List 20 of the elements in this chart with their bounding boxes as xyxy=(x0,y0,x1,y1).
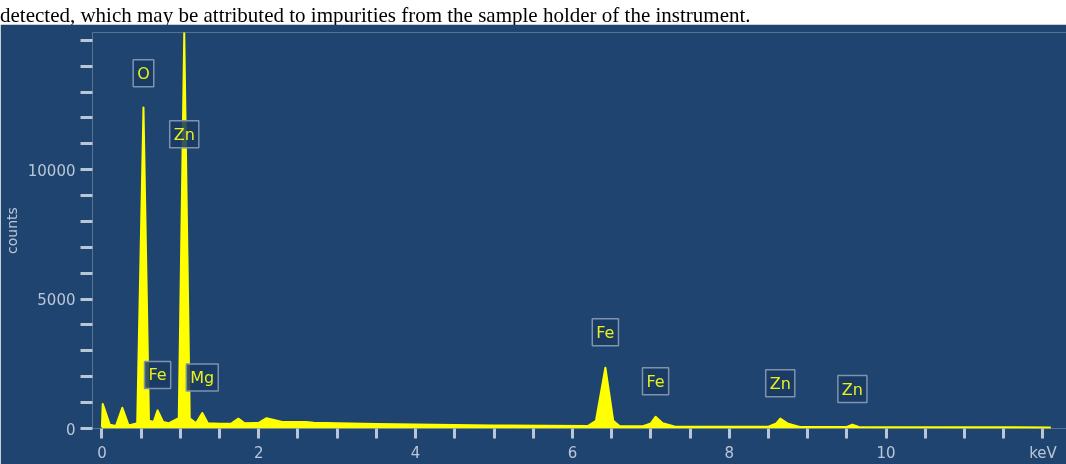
x-tick-label: 4 xyxy=(410,443,421,462)
annotation: Zn xyxy=(769,373,791,393)
annotation: Fe xyxy=(646,371,665,391)
x-tick-label: keV xyxy=(1029,443,1058,462)
y-tick-label: 5000 xyxy=(37,291,76,310)
x-tick-label: 2 xyxy=(253,443,264,462)
annotation: O xyxy=(137,63,150,83)
y-tick-label: 0 xyxy=(65,420,76,439)
x-tick-label: 6 xyxy=(567,443,578,462)
x-tick-label: 0 xyxy=(97,443,107,462)
annotation: Fe xyxy=(148,365,167,385)
text: detected, which may be attributed to impurities from the sample holder of the instrument. xyxy=(0,2,751,29)
x-tick-label: 8 xyxy=(724,443,735,462)
annotation: Zn xyxy=(841,379,863,399)
annotation: Zn xyxy=(173,124,195,144)
annotation: Mg xyxy=(190,367,215,387)
y-tick-label: 10000 xyxy=(27,161,76,180)
y-axis-title: counts xyxy=(3,207,20,254)
x-tick-label: 10 xyxy=(876,443,896,462)
annotation: Fe xyxy=(596,322,615,342)
